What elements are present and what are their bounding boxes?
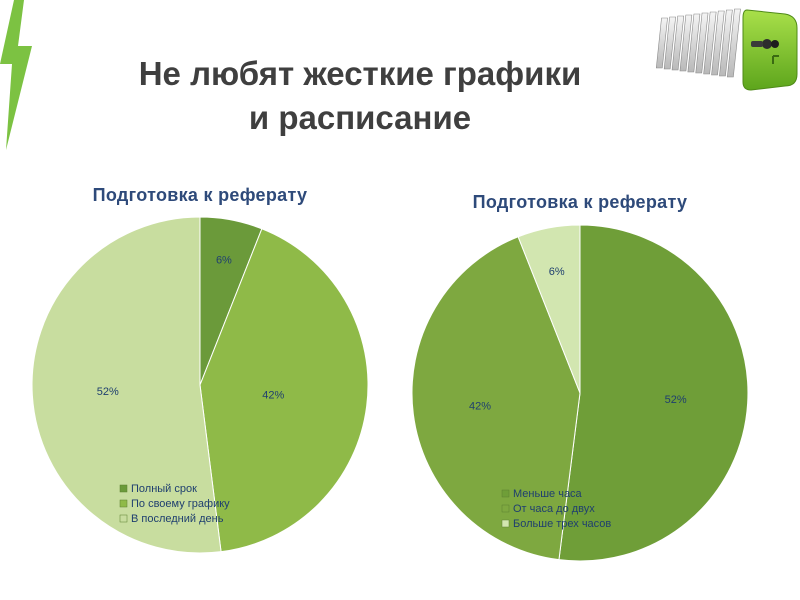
- filing-cabinet-key-icon: [655, 8, 798, 91]
- slide-title: Не любят жесткие графики и расписание: [40, 52, 680, 140]
- legend-swatch: [119, 484, 128, 493]
- pie-chart-right: Подготовка к реферату 52% 42% 6% Меньше ча…: [400, 180, 800, 600]
- legend-label: Полный срок: [131, 483, 197, 495]
- pie-slice: [31, 216, 222, 554]
- slice-percent-label: 52%: [665, 394, 687, 406]
- legend-label: По своему графику: [131, 498, 230, 510]
- chart-title: Подготовка к реферату: [93, 185, 308, 205]
- slice-percent-label: 6%: [216, 255, 232, 267]
- pie-slice: [411, 236, 581, 561]
- legend-label: Меньше часа: [513, 488, 583, 500]
- legend-label: От часа до двух: [513, 503, 595, 515]
- pie-slice: [199, 228, 369, 553]
- legend-label: Больше трех часов: [513, 518, 611, 530]
- slide-title-line-1: Не любят жесткие графики: [138, 55, 582, 92]
- slide-title-line-2: и расписание: [248, 99, 472, 136]
- legend-swatch: [501, 504, 510, 513]
- pie-chart-right-svg: Подготовка к реферату 52% 42% 6% Меньше ча…: [411, 192, 749, 562]
- slice-percent-label: 42%: [262, 389, 284, 401]
- pie-slice: [558, 224, 749, 562]
- legend-swatch: [501, 519, 510, 528]
- pie-chart-left: Подготовка к реферату 6% 42% 52% Полный ср…: [0, 170, 400, 590]
- chart-title: Подготовка к реферату: [473, 192, 688, 212]
- legend-swatch: [119, 514, 128, 523]
- lightning-stroke-icon: [0, 0, 32, 150]
- pie-slice: [517, 224, 581, 394]
- slice-percent-label: 52%: [97, 386, 119, 398]
- legend-swatch: [119, 499, 128, 508]
- slice-percent-label: 42%: [469, 401, 491, 413]
- legend-swatch: [501, 489, 510, 498]
- pie-chart-left-svg: Подготовка к реферату 6% 42% 52% Полный ср…: [31, 185, 369, 554]
- slice-percent-label: 6%: [549, 266, 565, 278]
- legend-label: В последний день: [131, 513, 224, 525]
